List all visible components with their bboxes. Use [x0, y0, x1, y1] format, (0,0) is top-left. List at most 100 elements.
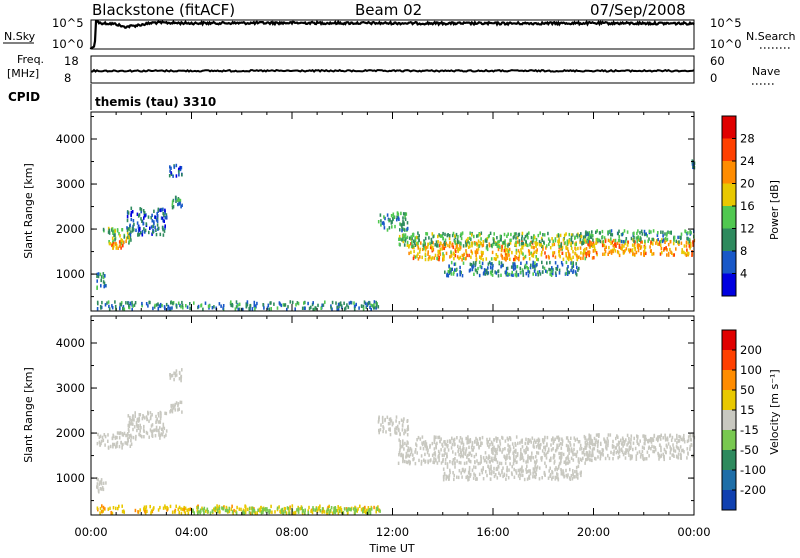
- velocity-cell: [379, 509, 381, 513]
- power-cell: [105, 284, 107, 288]
- power-cell: [540, 243, 542, 247]
- power-cell: [410, 237, 412, 241]
- power-cell: [379, 213, 382, 217]
- velocity-cell: [238, 507, 241, 511]
- velocity-cell: [562, 473, 565, 477]
- velocity-cell: [476, 459, 478, 463]
- velocity-cell: [148, 435, 150, 439]
- power-cell: [137, 225, 140, 229]
- velocity-cell: [410, 450, 413, 454]
- power-cell: [506, 256, 509, 260]
- power-cell: [533, 250, 536, 254]
- velocity-cell: [116, 431, 119, 435]
- velocity-cell: [527, 438, 529, 442]
- velocity-cell: [493, 456, 495, 461]
- velocity-cell: [627, 441, 629, 445]
- velocity-cell: [409, 460, 411, 465]
- velocity-cell: [676, 441, 678, 445]
- power-cell: [448, 264, 450, 268]
- power-cell: [425, 246, 428, 250]
- power-cell: [360, 304, 363, 308]
- freq-trace-line: [91, 68, 695, 73]
- velocity-cell: [628, 447, 631, 452]
- velocity-cell: [490, 467, 492, 471]
- velocity-cell: [548, 469, 550, 473]
- power-cell: [107, 300, 110, 304]
- power-cell: [156, 223, 159, 227]
- power-y-tick-label: 3000: [56, 177, 85, 191]
- velocity-cell: [489, 477, 492, 481]
- velocity-cell: [543, 438, 546, 442]
- power-cell: [685, 253, 688, 257]
- power-cell: [171, 203, 174, 207]
- velocity-cell: [499, 442, 502, 446]
- velocity-cell: [399, 440, 402, 444]
- power-cell: [607, 230, 609, 234]
- velocity-cell: [513, 467, 515, 472]
- velocity-cell: [218, 504, 221, 509]
- velocity-cell: [504, 461, 507, 465]
- power-cell: [312, 307, 314, 312]
- velocity-cell: [399, 448, 401, 452]
- power-colorbar-swatch: [722, 206, 736, 229]
- velocity-cell: [446, 439, 449, 444]
- velocity-cell: [386, 415, 389, 419]
- power-cell: [155, 218, 158, 222]
- power-cell: [406, 235, 409, 240]
- velocity-cell: [482, 456, 485, 460]
- power-cell: [495, 242, 498, 246]
- velocity-cell: [431, 441, 434, 446]
- power-cell: [175, 199, 177, 203]
- power-cell: [100, 278, 102, 283]
- velocity-cell: [159, 433, 162, 438]
- velocity-cell: [549, 472, 552, 477]
- power-cell: [491, 266, 494, 270]
- power-cell: [114, 304, 117, 309]
- velocity-cell: [463, 461, 466, 466]
- freq-left-label-2: [MHz]: [7, 67, 39, 80]
- velocity-cell: [607, 433, 610, 437]
- velocity-cell: [287, 507, 289, 511]
- power-cell: [104, 274, 106, 278]
- power-cell: [572, 255, 574, 259]
- velocity-cell: [615, 446, 617, 450]
- power-cell: [521, 246, 524, 250]
- velocity-cell: [498, 461, 501, 465]
- velocity-colorbar-swatch: [722, 490, 736, 510]
- velocity-cell: [635, 457, 638, 461]
- velocity-cell: [521, 465, 523, 469]
- velocity-cell: [533, 474, 536, 479]
- velocity-cell: [576, 471, 578, 475]
- power-cell: [670, 250, 672, 254]
- velocity-cell: [180, 374, 183, 379]
- velocity-cell: [333, 510, 335, 514]
- power-cell: [545, 246, 547, 250]
- power-cell: [487, 266, 489, 270]
- velocity-cell: [107, 507, 110, 511]
- power-cell: [507, 249, 510, 254]
- velocity-cell: [625, 448, 627, 452]
- power-colorbar-tick-label: 12: [740, 222, 755, 236]
- power-cell: [486, 268, 488, 273]
- velocity-cell: [138, 418, 141, 422]
- power-cell: [128, 235, 130, 239]
- power-cell: [404, 217, 407, 221]
- velocity-cell: [175, 401, 178, 405]
- power-cell: [472, 265, 474, 269]
- velocity-cell: [525, 437, 527, 441]
- velocity-cell: [199, 510, 202, 515]
- velocity-cell: [660, 448, 662, 453]
- velocity-cell: [586, 455, 589, 459]
- velocity-cell: [378, 417, 380, 421]
- power-cell: [467, 240, 469, 244]
- velocity-cell: [99, 443, 101, 447]
- velocity-cell: [211, 509, 214, 513]
- power-cell: [470, 255, 472, 259]
- velocity-cell: [438, 451, 441, 456]
- velocity-cell: [520, 447, 522, 452]
- power-cell: [533, 264, 536, 269]
- power-cell: [179, 303, 181, 308]
- power-cell: [659, 239, 662, 244]
- power-cell: [154, 303, 156, 308]
- velocity-cell: [501, 469, 503, 473]
